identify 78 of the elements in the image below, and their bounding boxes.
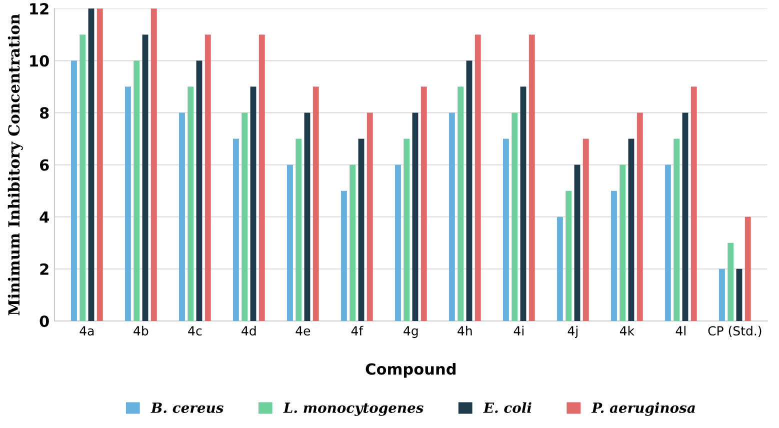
bar: [448, 112, 455, 321]
y-tick-label: 12: [30, 3, 48, 14]
bar: [304, 112, 310, 321]
bar: [736, 268, 742, 321]
y-tick-label: 8: [40, 107, 49, 119]
bar: [296, 138, 302, 321]
y-tick-label: 2: [40, 263, 48, 275]
bar: [96, 8, 103, 321]
bar: [474, 34, 481, 321]
bar: [394, 164, 401, 321]
bar: [420, 86, 427, 321]
x-tick-label: 4f: [351, 326, 364, 336]
x-tick-label: 4e: [296, 326, 310, 336]
bar: [620, 164, 626, 321]
legend-label: E. coli: [483, 402, 532, 413]
bar: [250, 86, 256, 321]
bar: [718, 268, 725, 321]
bar: [286, 164, 293, 321]
bar: [358, 138, 364, 321]
x-tick-label: 4l: [676, 326, 686, 336]
bar: [528, 34, 535, 321]
bar: [582, 138, 589, 321]
bar: [340, 190, 347, 321]
bar: [150, 8, 157, 321]
bar: [412, 112, 418, 321]
bar: [188, 86, 194, 321]
x-tick-label: 4d: [242, 326, 256, 336]
bar: [502, 138, 509, 321]
x-tick-label: 4k: [620, 326, 634, 336]
x-axis-title: Compound: [366, 362, 456, 378]
x-tick-label: 4b: [134, 326, 148, 336]
bar: [366, 112, 373, 321]
bar: [204, 34, 211, 321]
bar: [466, 60, 472, 321]
bar: [664, 164, 671, 321]
x-tick-label: 4c: [188, 326, 202, 336]
bar: [628, 138, 634, 321]
bar: [178, 112, 185, 321]
x-tick-label: 4i: [514, 326, 524, 336]
bar: [232, 138, 239, 321]
legend-label: B. cereus: [150, 402, 224, 413]
x-tick-label: 4j: [568, 326, 578, 338]
x-tick-label: CP (Std.): [708, 326, 762, 338]
bar: [520, 86, 526, 321]
bar: [88, 8, 94, 321]
bar: [512, 112, 518, 321]
y-tick-label: 0: [40, 315, 49, 328]
bar: [134, 60, 140, 321]
y-axis-title: Minimum Inhibitory Concentration: [8, 14, 23, 316]
bar: [350, 164, 356, 321]
bar: [312, 86, 319, 321]
bar: [142, 34, 148, 321]
y-tick-label: 6: [40, 159, 49, 171]
bar: [458, 86, 464, 321]
bar: [80, 34, 86, 321]
bar: [404, 138, 410, 321]
y-tick-label: 10: [30, 55, 49, 67]
bar: [690, 86, 697, 321]
bar: [574, 164, 580, 321]
bar: [610, 190, 617, 321]
bar: [196, 60, 202, 321]
x-tick-label: 4g: [404, 326, 418, 338]
bar: [556, 216, 563, 321]
bar: [674, 138, 680, 321]
bar: [566, 190, 572, 321]
bar: [636, 112, 643, 321]
bar: [728, 242, 734, 321]
legend-label: P. aeruginosa: [591, 402, 695, 416]
bar: [744, 216, 751, 321]
bar: [242, 112, 248, 321]
bar: [682, 112, 688, 321]
bar: [125, 86, 131, 321]
x-tick-label: 4h: [458, 326, 472, 336]
legend-label: L. monocytogenes: [283, 402, 424, 416]
bar: [71, 60, 77, 321]
bar: [258, 34, 265, 321]
x-tick-label: 4a: [80, 326, 94, 336]
y-tick-label: 4: [40, 212, 49, 223]
